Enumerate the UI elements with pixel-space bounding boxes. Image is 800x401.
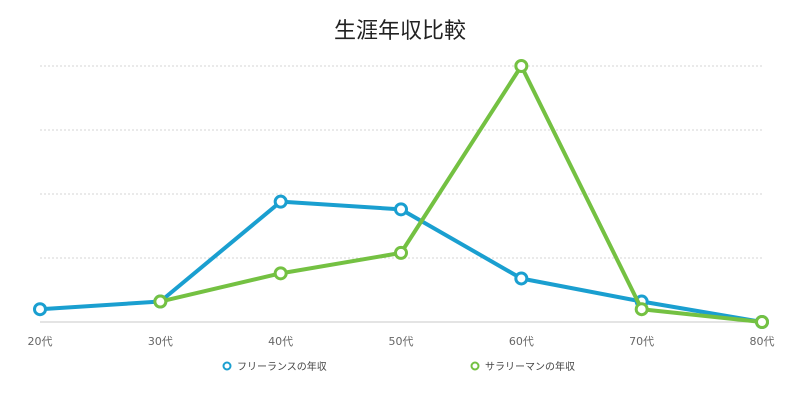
data-point [273, 194, 288, 209]
gridlines [40, 65, 762, 323]
data-point [273, 266, 288, 281]
data-point [153, 294, 168, 309]
x-tick-label: 50代 [389, 335, 414, 348]
legend-item: サラリーマンの年収 [470, 360, 575, 373]
x-tick-label: 40代 [268, 335, 293, 348]
x-tick-label: 70代 [629, 335, 654, 348]
series-line [38, 199, 764, 324]
series-2 [153, 59, 769, 329]
x-tick-label: 20代 [28, 335, 53, 348]
data-point [634, 302, 649, 317]
legend: フリーランスの年収 サラリーマンの年収 [222, 360, 575, 373]
series-line [158, 64, 764, 324]
legend-marker [470, 361, 480, 371]
data-point [514, 271, 529, 286]
series-1 [33, 194, 769, 329]
x-axis: 20代 30代 40代 50代 60代 70代 80代 [28, 335, 775, 348]
data-point [394, 202, 408, 217]
legend-item: フリーランスの年収 [222, 360, 327, 373]
series-group [33, 59, 769, 329]
data-point [394, 245, 408, 260]
x-tick-label: 60代 [509, 335, 534, 348]
x-tick-label: 30代 [148, 335, 173, 348]
data-point [33, 302, 47, 317]
data-point [755, 315, 769, 329]
legend-marker [222, 361, 232, 371]
chart-title: 生涯年収比較 [334, 19, 466, 44]
legend-label: フリーランスの年収 [237, 360, 327, 373]
x-tick-label: 80代 [750, 335, 775, 348]
legend-label: サラリーマンの年収 [485, 360, 575, 373]
data-point [514, 59, 529, 73]
